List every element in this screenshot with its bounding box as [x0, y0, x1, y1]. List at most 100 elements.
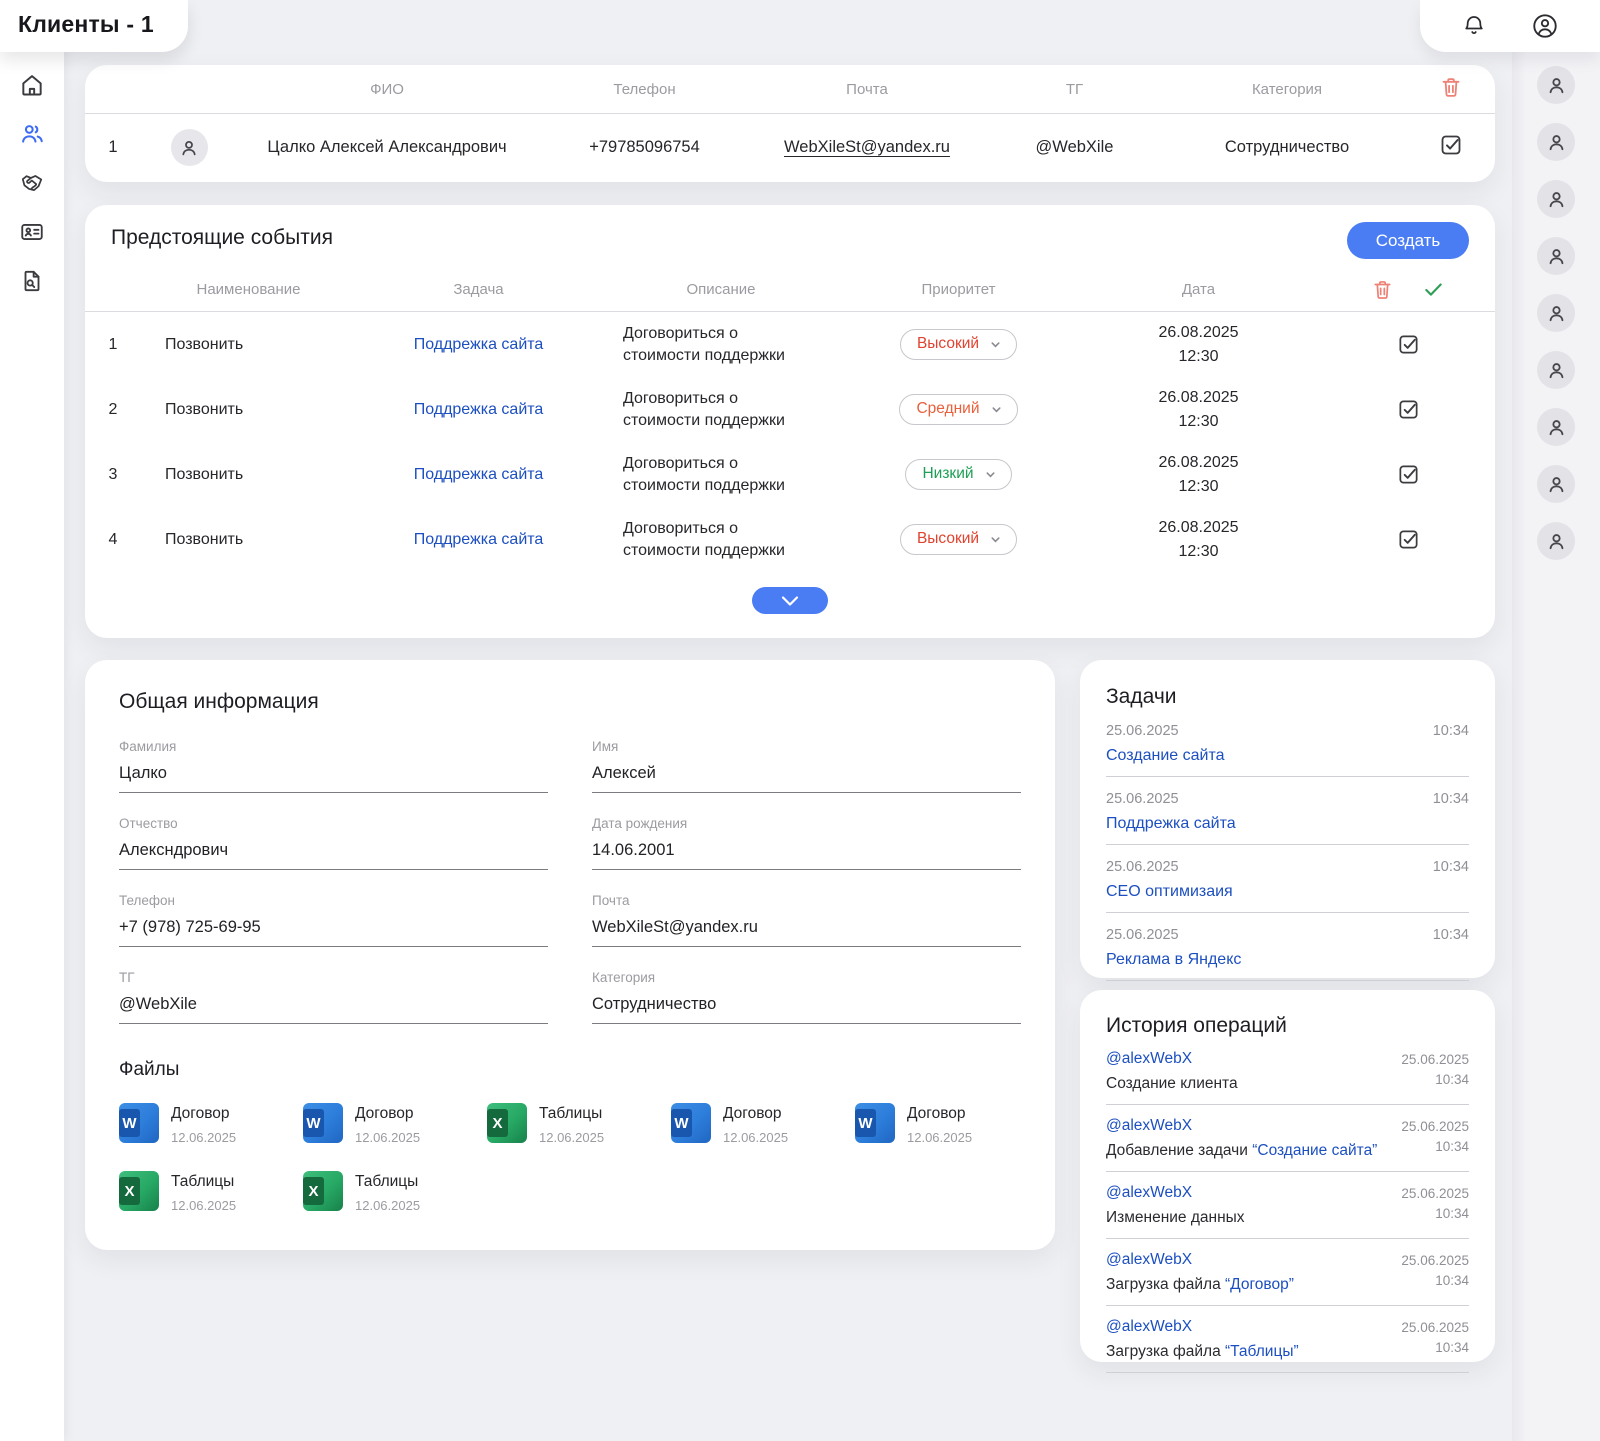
client-table-header: ФИО Телефон Почта ТГ Категория — [85, 65, 1495, 114]
client-avatar[interactable] — [1537, 123, 1575, 161]
notifications-bell-icon[interactable] — [1461, 13, 1487, 39]
telegram-field[interactable]: @WebXile — [119, 995, 548, 1024]
col-header-tg: ТГ — [982, 81, 1167, 98]
event-date: 26.08.2025 — [1076, 451, 1321, 474]
birthdate-field[interactable]: 14.06.2001 — [592, 841, 1021, 870]
file-name: Договор — [907, 1105, 972, 1123]
history-date: 25.06.2025 — [1401, 1050, 1469, 1070]
history-time: 10:34 — [1401, 1271, 1469, 1291]
task-link[interactable]: Поддрежка сайта — [1106, 815, 1469, 833]
event-task-link[interactable]: Поддрежка сайта — [414, 531, 544, 548]
file-item[interactable]: XТаблицы12.06.2025 — [119, 1171, 303, 1213]
history-user-link[interactable]: @alexWebX — [1106, 1050, 1238, 1068]
event-description: Договориться о стоимости поддержки — [601, 453, 816, 496]
file-date: 12.06.2025 — [171, 1130, 236, 1145]
event-checked-checkbox[interactable] — [1397, 333, 1420, 356]
priority-dropdown[interactable]: Средний — [899, 394, 1017, 425]
contact-card-icon[interactable] — [19, 219, 45, 245]
clients-icon[interactable] — [19, 121, 45, 147]
file-name: Договор — [723, 1105, 788, 1123]
client-avatar[interactable] — [1537, 237, 1575, 275]
file-name: Таблицы — [539, 1105, 604, 1123]
event-task-link[interactable]: Поддрежка сайта — [414, 466, 544, 483]
history-quoted-link[interactable]: “Создание сайта” — [1252, 1142, 1377, 1159]
event-number: 3 — [85, 466, 141, 484]
confirm-events-icon[interactable] — [1422, 278, 1445, 301]
history-item: @alexWebX Изменение данных 25.06.202510:… — [1106, 1172, 1469, 1239]
history-item: @alexWebX Создание клиента 25.06.202510:… — [1106, 1038, 1469, 1105]
history-user-link[interactable]: @alexWebX — [1106, 1318, 1299, 1336]
client-avatar[interactable] — [1537, 351, 1575, 389]
form-field: ТГ@WebXile — [119, 970, 548, 1024]
document-search-icon[interactable] — [19, 268, 45, 294]
history-item: @alexWebX Загрузка файла “Договор” 25.06… — [1106, 1239, 1469, 1306]
task-date: 25.06.2025 — [1106, 791, 1179, 807]
task-link[interactable]: СЕО оптимизаия — [1106, 883, 1469, 901]
phone-field[interactable]: +7 (978) 725-69-95 — [119, 918, 548, 947]
client-avatar[interactable] — [1537, 522, 1575, 560]
handshake-icon[interactable] — [19, 170, 45, 196]
email-field[interactable]: WebXileSt@yandex.ru — [592, 918, 1021, 947]
file-date: 12.06.2025 — [171, 1198, 236, 1213]
history-action: Добавление задачи — [1106, 1142, 1248, 1159]
event-task-link[interactable]: Поддрежка сайта — [414, 401, 544, 418]
file-item[interactable]: W Договор 12.06.2025 — [855, 1103, 1039, 1145]
event-time: 12:30 — [1076, 410, 1321, 433]
event-row: 1 Позвонить Поддрежка сайта Договориться… — [85, 312, 1495, 377]
firstname-field[interactable]: Алексей — [592, 764, 1021, 793]
client-summary-card: ФИО Телефон Почта ТГ Категория 1 Цалко А… — [85, 65, 1495, 182]
field-label: Отчество — [119, 816, 548, 831]
history-item: @alexWebX Добавление задачи “Создание са… — [1106, 1105, 1469, 1172]
event-checked-checkbox[interactable] — [1397, 398, 1420, 421]
file-date: 12.06.2025 — [907, 1130, 972, 1145]
create-event-button[interactable]: Создать — [1347, 222, 1469, 259]
task-link[interactable]: Реклама в Яндекс — [1106, 951, 1469, 969]
file-type-icon: W — [855, 1103, 895, 1143]
file-item[interactable]: WДоговор12.06.2025 — [671, 1103, 855, 1145]
client-row-number: 1 — [85, 138, 141, 157]
client-avatar[interactable] — [1537, 294, 1575, 332]
file-item[interactable]: WДоговор12.06.2025 — [303, 1103, 487, 1145]
file-type-icon: W — [303, 1103, 343, 1143]
delete-event-icon[interactable] — [1371, 278, 1394, 301]
client-email-link[interactable]: WebXileSt@yandex.ru — [784, 138, 950, 156]
event-description: Договориться о стоимости поддержки — [601, 518, 816, 561]
chevron-down-icon — [984, 468, 997, 481]
delete-client-icon[interactable] — [1439, 75, 1463, 99]
task-link[interactable]: Создание сайта — [1106, 747, 1469, 765]
client-checked-checkbox[interactable] — [1439, 133, 1463, 157]
file-item[interactable]: XТаблицы12.06.2025 — [303, 1171, 487, 1213]
client-avatar[interactable] — [1537, 408, 1575, 446]
file-item[interactable]: WДоговор12.06.2025 — [119, 1103, 303, 1145]
expand-events-button[interactable] — [752, 587, 828, 614]
history-user-link[interactable]: @alexWebX — [1106, 1184, 1245, 1202]
client-avatar[interactable] — [1537, 180, 1575, 218]
event-date: 26.08.2025 — [1076, 321, 1321, 344]
history-quoted-link[interactable]: “Договор” — [1225, 1276, 1294, 1293]
col-header-name: ФИО — [237, 81, 537, 98]
patronymic-field[interactable]: Алексндрович — [119, 841, 548, 870]
history-action: Загрузка файла — [1106, 1276, 1221, 1293]
home-icon[interactable] — [19, 72, 45, 98]
col-header-event-date: Дата — [1076, 281, 1321, 298]
file-type-icon: X — [487, 1103, 527, 1143]
client-avatar[interactable] — [1537, 465, 1575, 503]
client-category: Сотрудничество — [1167, 138, 1407, 157]
event-checked-checkbox[interactable] — [1397, 463, 1420, 486]
history-user-link[interactable]: @alexWebX — [1106, 1117, 1377, 1135]
history-quoted-link[interactable]: “Таблицы” — [1225, 1343, 1299, 1360]
client-avatar[interactable] — [1537, 66, 1575, 104]
history-action: Создание клиента — [1106, 1075, 1238, 1092]
form-field: КатегорияСотрудничество — [592, 970, 1021, 1024]
event-task-link[interactable]: Поддрежка сайта — [414, 336, 544, 353]
event-name: Позвонить — [141, 466, 356, 484]
priority-dropdown[interactable]: Низкий — [905, 459, 1011, 490]
history-user-link[interactable]: @alexWebX — [1106, 1251, 1294, 1269]
priority-dropdown[interactable]: Высокий — [900, 524, 1017, 555]
category-field[interactable]: Сотрудничество — [592, 995, 1021, 1024]
event-checked-checkbox[interactable] — [1397, 528, 1420, 551]
profile-icon[interactable] — [1531, 12, 1559, 40]
file-item[interactable]: XТаблицы12.06.2025 — [487, 1103, 671, 1145]
priority-dropdown[interactable]: Высокий — [900, 329, 1017, 360]
lastname-field[interactable]: Цалко — [119, 764, 548, 793]
